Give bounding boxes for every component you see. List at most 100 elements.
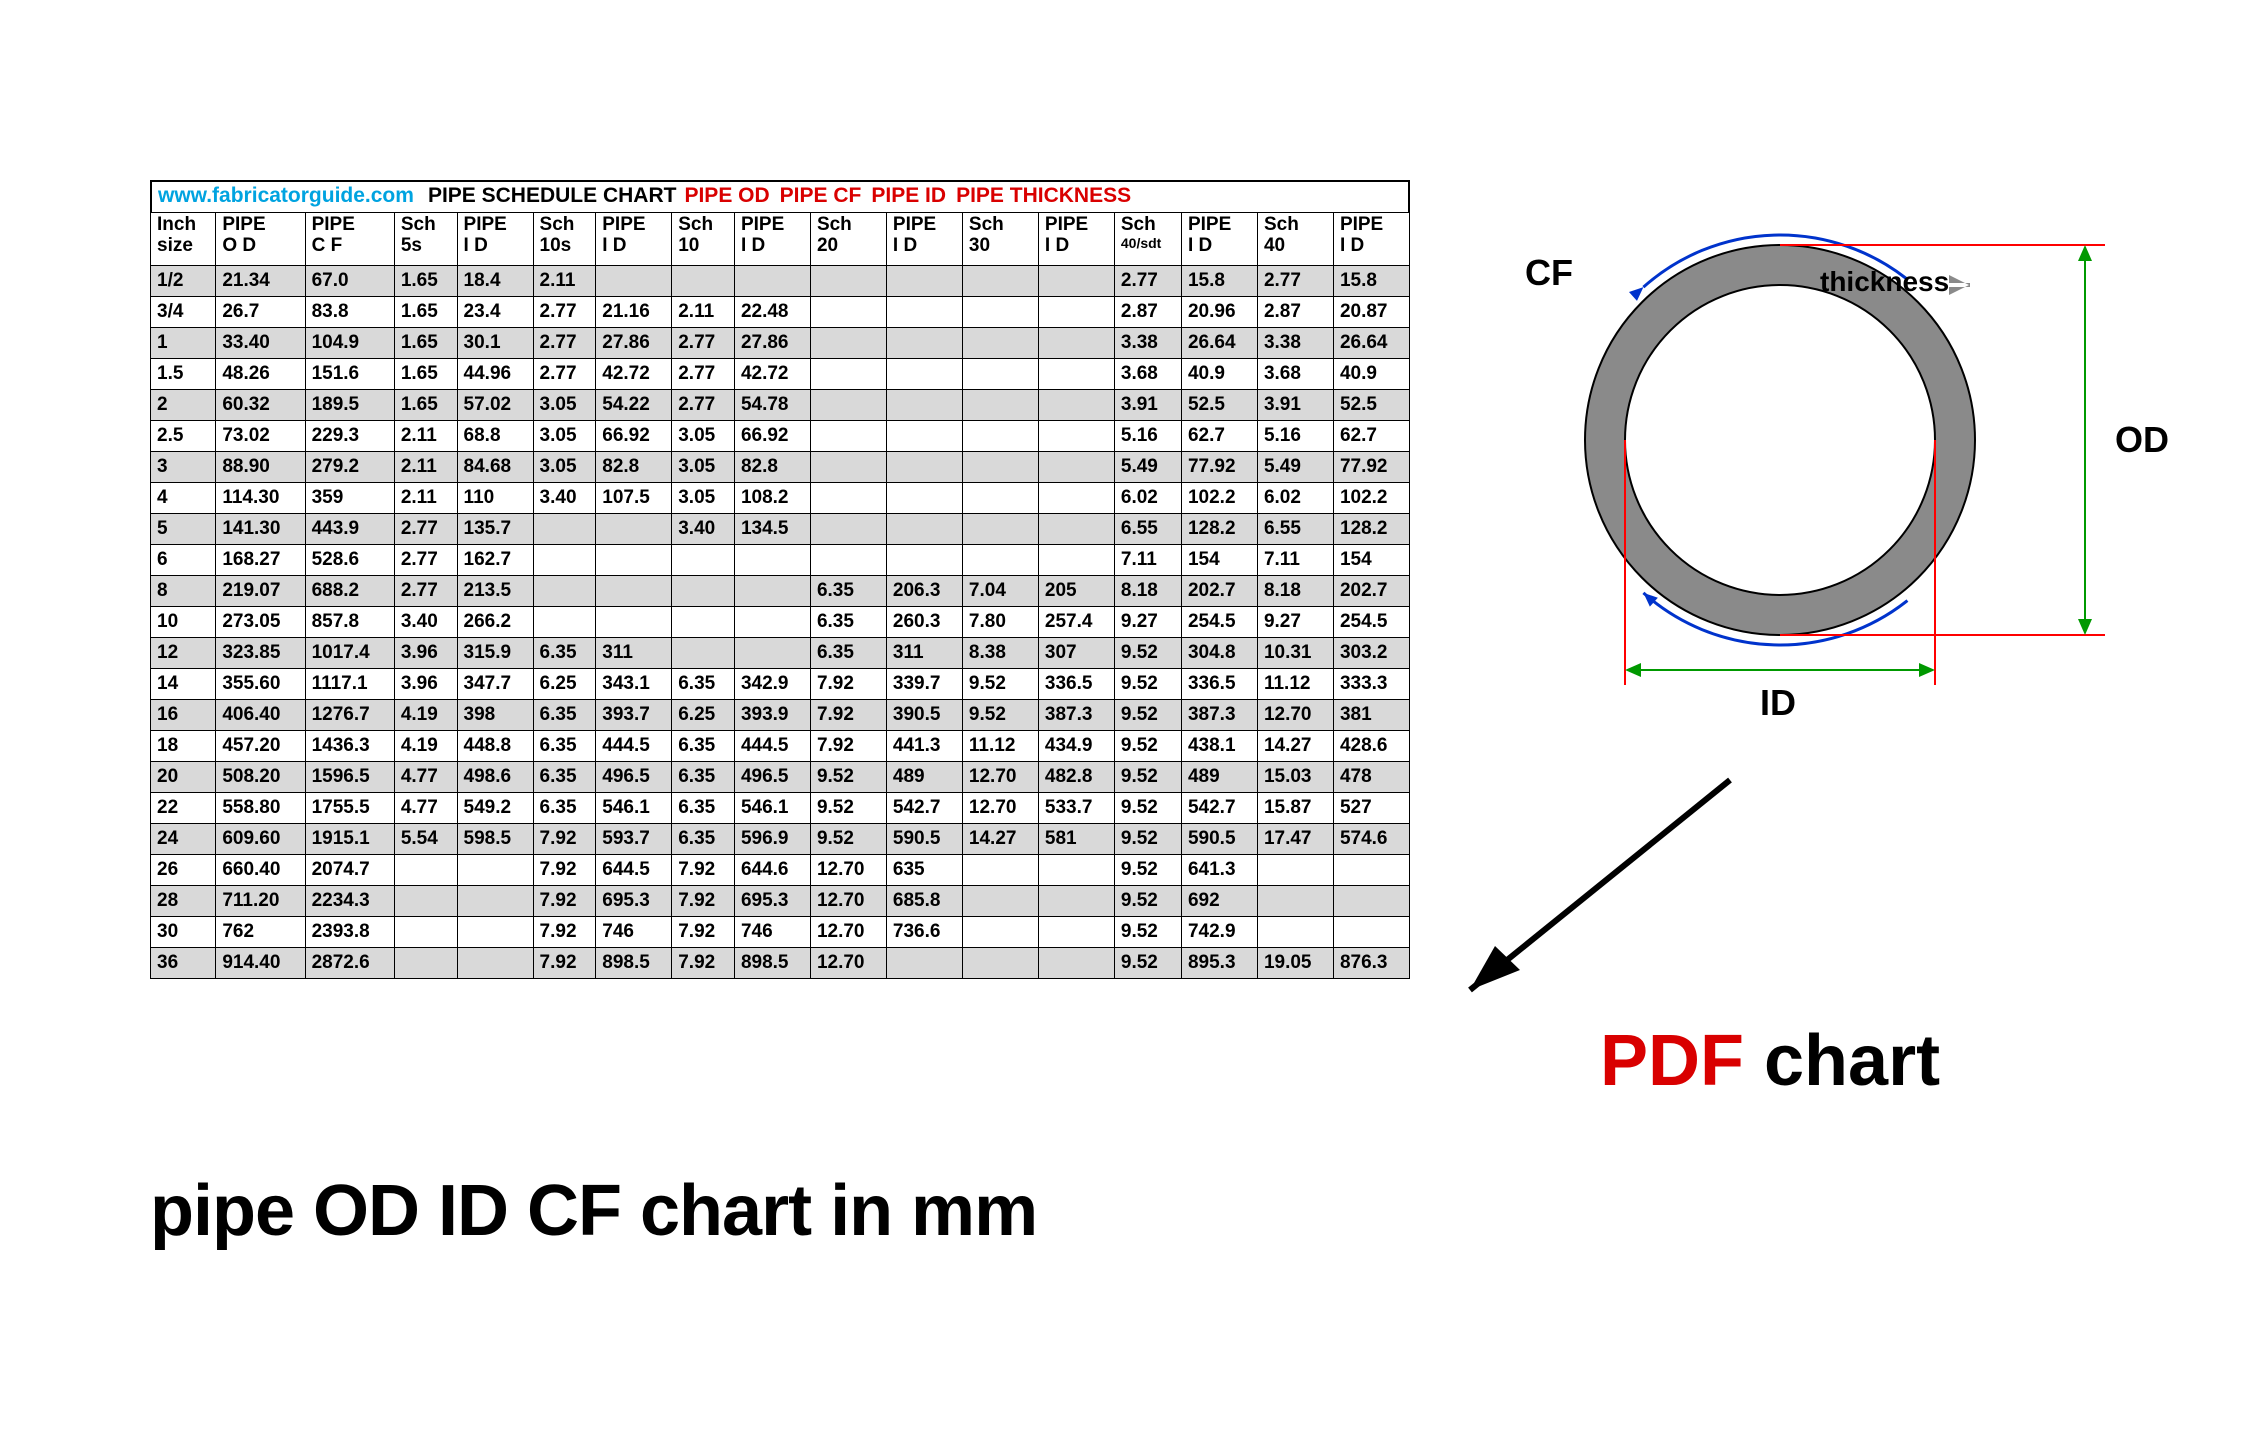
table-cell: 68.8: [457, 421, 533, 452]
table-cell: 598.5: [457, 824, 533, 855]
table-cell: 2.11: [394, 421, 457, 452]
table-head: InchsizePIPEO DPIPEC FSch5sPIPEI DSch10s…: [151, 213, 1410, 266]
table-cell: 7.92: [672, 855, 735, 886]
table-cell: 444.5: [734, 731, 810, 762]
table-cell: 82.8: [596, 452, 672, 483]
table-cell: 644.5: [596, 855, 672, 886]
table-cell: 4.77: [394, 762, 457, 793]
table-cell: 213.5: [457, 576, 533, 607]
table-cell: 390.5: [886, 700, 962, 731]
table-cell: 3.05: [533, 390, 596, 421]
table-cell: 1.65: [394, 297, 457, 328]
table-cell: 7.80: [962, 607, 1038, 638]
table-cell: [886, 297, 962, 328]
table-cell: 66.92: [734, 421, 810, 452]
table-cell: 9.52: [1114, 762, 1181, 793]
table-cell: 3.40: [533, 483, 596, 514]
table-cell: 279.2: [305, 452, 394, 483]
table-cell: 102.2: [1181, 483, 1257, 514]
table-cell: 339.7: [886, 669, 962, 700]
table-cell: 3/4: [151, 297, 216, 328]
table-cell: 40.9: [1333, 359, 1409, 390]
table-cell: [886, 948, 962, 979]
table-cell: 19.05: [1257, 948, 1333, 979]
table-cell: 18: [151, 731, 216, 762]
table-cell: 635: [886, 855, 962, 886]
table-cell: 711.20: [216, 886, 305, 917]
table-cell: 895.3: [1181, 948, 1257, 979]
table-cell: 189.5: [305, 390, 394, 421]
table-cell: 315.9: [457, 638, 533, 669]
table-cell: 42.72: [596, 359, 672, 390]
table-cell: [962, 359, 1038, 390]
table-cell: [596, 607, 672, 638]
table-row: 133.40104.91.6530.12.7727.862.7727.863.3…: [151, 328, 1410, 359]
table-cell: 9.52: [1114, 700, 1181, 731]
table-cell: 3.38: [1114, 328, 1181, 359]
table-cell: 7.04: [962, 576, 1038, 607]
table-cell: 4: [151, 483, 216, 514]
table-cell: 135.7: [457, 514, 533, 545]
page-title: pipe OD ID CF chart in mm: [150, 1170, 1037, 1252]
table-cell: 266.2: [457, 607, 533, 638]
table-cell: 54.78: [734, 390, 810, 421]
table-cell: 428.6: [1333, 731, 1409, 762]
table-cell: 528.6: [305, 545, 394, 576]
table-cell: 134.5: [734, 514, 810, 545]
table-cell: [962, 514, 1038, 545]
table-cell: 746: [734, 917, 810, 948]
table-cell: 5.49: [1114, 452, 1181, 483]
pipe-schedule-table: InchsizePIPEO DPIPEC FSch5sPIPEI DSch10s…: [150, 212, 1410, 979]
table-cell: [810, 390, 886, 421]
table-cell: 202.7: [1181, 576, 1257, 607]
table-cell: 11.12: [962, 731, 1038, 762]
tag-thk: PIPE THICKNESS: [956, 184, 1131, 208]
table-cell: [1038, 266, 1114, 297]
table-cell: 443.9: [305, 514, 394, 545]
table-cell: [672, 266, 735, 297]
table-cell: 857.8: [305, 607, 394, 638]
table-cell: 398: [457, 700, 533, 731]
table-cell: [394, 855, 457, 886]
table-cell: 9.52: [1114, 824, 1181, 855]
table-cell: 48.26: [216, 359, 305, 390]
table-cell: 9.52: [1114, 638, 1181, 669]
table-cell: 84.68: [457, 452, 533, 483]
table-cell: 343.1: [596, 669, 672, 700]
site-url: www.fabricatorguide.com: [158, 184, 414, 208]
table-cell: 7.92: [672, 948, 735, 979]
table-cell: 7.92: [533, 886, 596, 917]
table-cell: 168.27: [216, 545, 305, 576]
table-cell: 154: [1181, 545, 1257, 576]
table-header-bar: www.fabricatorguide.com PIPE SCHEDULE CH…: [150, 180, 1410, 212]
table-cell: 30: [151, 917, 216, 948]
table-cell: 448.8: [457, 731, 533, 762]
column-header: Sch40: [1257, 213, 1333, 266]
table-cell: 1276.7: [305, 700, 394, 731]
table-cell: 914.40: [216, 948, 305, 979]
table-cell: 102.2: [1333, 483, 1409, 514]
table-cell: 21.34: [216, 266, 305, 297]
table-cell: [1038, 886, 1114, 917]
table-cell: [734, 576, 810, 607]
table-cell: 3.40: [394, 607, 457, 638]
column-header: Sch20: [810, 213, 886, 266]
table-cell: 6.35: [672, 731, 735, 762]
table-cell: 1.65: [394, 359, 457, 390]
table-cell: 1.5: [151, 359, 216, 390]
table-cell: 12.70: [962, 793, 1038, 824]
table-cell: 42.72: [734, 359, 810, 390]
table-cell: 229.3: [305, 421, 394, 452]
table-cell: 15.8: [1333, 266, 1409, 297]
table-cell: 2.77: [672, 390, 735, 421]
table-cell: 7.92: [533, 948, 596, 979]
table-cell: 9.52: [1114, 855, 1181, 886]
table-cell: 27.86: [596, 328, 672, 359]
table-cell: 660.40: [216, 855, 305, 886]
table-cell: 695.3: [734, 886, 810, 917]
table-cell: 254.5: [1333, 607, 1409, 638]
table-cell: 6.35: [810, 607, 886, 638]
table-cell: 151.6: [305, 359, 394, 390]
table-cell: [810, 545, 886, 576]
table-cell: [1333, 917, 1409, 948]
